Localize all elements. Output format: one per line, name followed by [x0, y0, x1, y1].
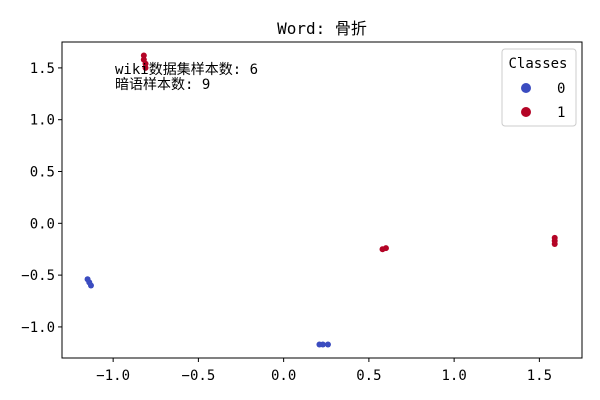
scatter-point-class-0	[319, 341, 326, 348]
x-axis: −1.0 −0.5 0.0 0.5 1.0 1.5	[96, 358, 552, 384]
scatter-point-class-1	[140, 52, 147, 59]
x-tick-label: −1.0	[96, 368, 130, 384]
legend-box	[501, 48, 577, 127]
x-tick-label: 1.5	[527, 368, 552, 384]
plot-marks	[84, 52, 558, 348]
x-tick-label: 0.0	[271, 368, 296, 384]
legend: Classes 0 1	[501, 48, 577, 127]
legend-marker-class-0	[521, 83, 531, 93]
scatter-point-class-1	[551, 241, 558, 248]
y-tick-label: −1.0	[21, 320, 55, 336]
y-tick-label: 1.5	[30, 61, 55, 77]
scatter-point-class-1	[142, 60, 149, 67]
x-tick-label: 0.5	[356, 368, 381, 384]
x-tick-label: 1.0	[441, 368, 466, 384]
legend-title: Classes	[508, 56, 567, 72]
y-tick-label: 0.5	[30, 165, 55, 181]
y-tick-label: 1.0	[30, 113, 55, 129]
scatter-point-class-0	[324, 341, 331, 348]
plot-area	[61, 41, 583, 359]
scatter-point-class-1	[142, 64, 149, 71]
legend-label-class-0: 0	[557, 81, 565, 97]
y-tick-label: 0.0	[30, 216, 55, 232]
x-tick-label: −0.5	[182, 368, 216, 384]
legend-marker-class-1	[521, 107, 531, 117]
annotation-wiki-sample-count: wiki数据集样本数: 6	[115, 61, 258, 78]
y-tick-label: −0.5	[21, 268, 55, 284]
annotation-slang-sample-count: 暗语样本数: 9	[115, 77, 210, 93]
scatter-point-class-1	[382, 245, 389, 252]
legend-label-class-1: 1	[557, 105, 565, 121]
y-axis: −1.0 −0.5 0.0 0.5 1.0 1.5	[21, 61, 62, 336]
scatter-point-class-0	[87, 282, 94, 289]
chart-title: Word: 骨折	[277, 19, 367, 38]
